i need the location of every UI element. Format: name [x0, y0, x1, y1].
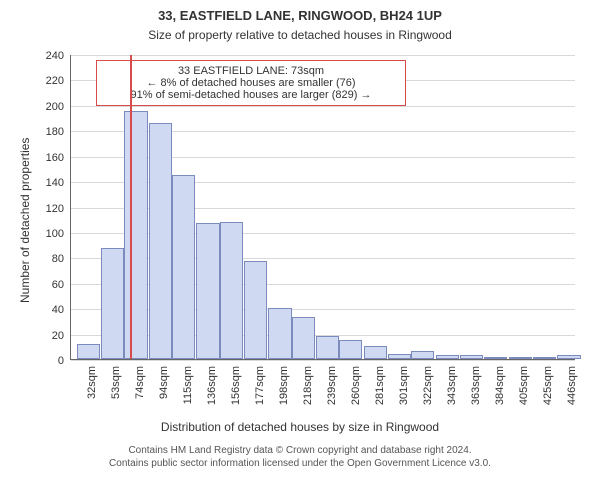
- y-tick-label: 0: [24, 355, 64, 367]
- gridline: [71, 360, 575, 361]
- y-tick-label: 160: [24, 152, 64, 164]
- histogram-bar: [172, 175, 195, 359]
- y-tick-label: 100: [24, 228, 64, 240]
- annotation-line-1: 33 EASTFIELD LANE: 73sqm: [105, 65, 397, 77]
- x-tick-label: 260sqm: [350, 366, 362, 418]
- x-tick-label: 136sqm: [206, 366, 218, 418]
- histogram-bar: [533, 357, 556, 359]
- y-tick-label: 80: [24, 253, 64, 265]
- histogram-bar: [124, 111, 147, 359]
- annotation-box: 33 EASTFIELD LANE: 73sqm ← 8% of detache…: [96, 60, 406, 106]
- x-tick-label: 363sqm: [470, 366, 482, 418]
- x-tick-label: 94sqm: [158, 366, 170, 418]
- x-axis-label: Distribution of detached houses by size …: [0, 420, 600, 434]
- y-tick-label: 200: [24, 101, 64, 113]
- footer-line-1: Contains HM Land Registry data © Crown c…: [0, 445, 600, 458]
- chart-title: 33, EASTFIELD LANE, RINGWOOD, BH24 1UP: [0, 8, 600, 23]
- x-tick-label: 115sqm: [182, 366, 194, 418]
- histogram-bar: [77, 344, 100, 359]
- histogram-bar: [196, 223, 219, 359]
- footer-attribution: Contains HM Land Registry data © Crown c…: [0, 445, 600, 470]
- x-tick-label: 198sqm: [278, 366, 290, 418]
- gridline: [71, 55, 575, 56]
- y-tick-label: 60: [24, 279, 64, 291]
- chart-container: 33, EASTFIELD LANE, RINGWOOD, BH24 1UP S…: [0, 0, 600, 500]
- x-tick-label: 446sqm: [566, 366, 578, 418]
- histogram-bar: [509, 357, 532, 359]
- x-tick-label: 425sqm: [542, 366, 554, 418]
- histogram-bar: [220, 222, 243, 359]
- x-tick-label: 156sqm: [230, 366, 242, 418]
- x-tick-label: 74sqm: [134, 366, 146, 418]
- x-tick-label: 281sqm: [374, 366, 386, 418]
- histogram-bar: [101, 248, 124, 359]
- histogram-bar: [388, 354, 411, 359]
- y-tick-label: 120: [24, 203, 64, 215]
- y-tick-label: 40: [24, 304, 64, 316]
- histogram-bar: [460, 355, 483, 359]
- histogram-bar: [149, 123, 172, 359]
- histogram-bar: [244, 261, 267, 359]
- histogram-bar: [268, 308, 291, 359]
- y-tick-label: 220: [24, 75, 64, 87]
- histogram-bar: [364, 346, 387, 359]
- y-tick-label: 180: [24, 126, 64, 138]
- histogram-bar: [339, 340, 362, 359]
- histogram-bar: [411, 351, 434, 359]
- chart-subtitle: Size of property relative to detached ho…: [0, 28, 600, 42]
- histogram-bar: [436, 355, 459, 359]
- footer-line-2: Contains public sector information licen…: [0, 458, 600, 471]
- y-tick-label: 20: [24, 330, 64, 342]
- y-tick-label: 240: [24, 50, 64, 62]
- x-tick-label: 177sqm: [254, 366, 266, 418]
- histogram-bar: [557, 355, 580, 359]
- x-tick-label: 322sqm: [422, 366, 434, 418]
- x-tick-label: 239sqm: [326, 366, 338, 418]
- histogram-bar: [292, 317, 315, 359]
- plot-area: 33 EASTFIELD LANE: 73sqm ← 8% of detache…: [70, 55, 575, 360]
- x-tick-label: 343sqm: [446, 366, 458, 418]
- x-tick-label: 405sqm: [518, 366, 530, 418]
- y-tick-label: 140: [24, 177, 64, 189]
- x-tick-label: 301sqm: [398, 366, 410, 418]
- histogram-bar: [316, 336, 339, 359]
- annotation-line-3: 91% of semi-detached houses are larger (…: [105, 89, 397, 101]
- x-tick-label: 32sqm: [86, 366, 98, 418]
- reference-line: [130, 55, 132, 359]
- x-tick-label: 384sqm: [494, 366, 506, 418]
- annotation-line-2: ← 8% of detached houses are smaller (76): [105, 77, 397, 89]
- histogram-bar: [484, 357, 507, 359]
- x-tick-label: 218sqm: [302, 366, 314, 418]
- x-tick-label: 53sqm: [110, 366, 122, 418]
